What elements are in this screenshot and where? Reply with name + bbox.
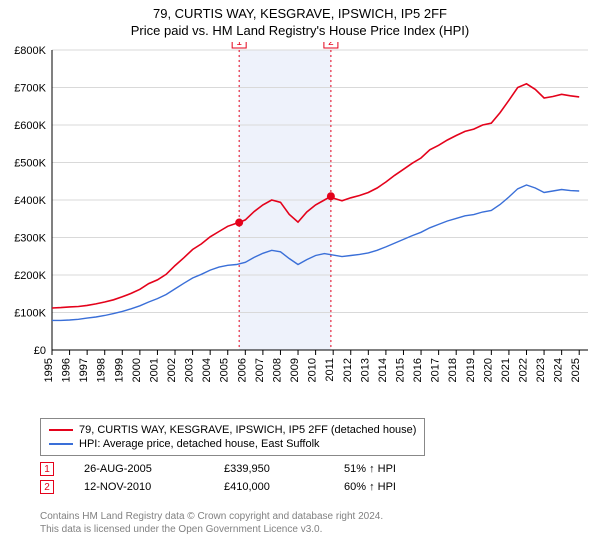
sales-table: 1 26-AUG-2005 £339,950 51% ↑ HPI 2 12-NO…: [40, 460, 434, 496]
svg-text:2005: 2005: [219, 358, 231, 382]
svg-text:2004: 2004: [201, 358, 213, 382]
legend-row-price: 79, CURTIS WAY, KESGRAVE, IPSWICH, IP5 2…: [49, 423, 416, 437]
legend-label-hpi: HPI: Average price, detached house, East…: [79, 438, 320, 450]
legend-swatch-hpi: [49, 443, 73, 445]
svg-text:2010: 2010: [307, 358, 319, 382]
svg-text:£600K: £600K: [14, 120, 46, 132]
svg-text:2018: 2018: [447, 358, 459, 382]
svg-text:£400K: £400K: [14, 195, 46, 207]
legend-label-price: 79, CURTIS WAY, KESGRAVE, IPSWICH, IP5 2…: [79, 424, 416, 436]
svg-text:2017: 2017: [430, 358, 442, 382]
svg-text:2011: 2011: [324, 358, 336, 382]
svg-text:£100K: £100K: [14, 308, 46, 320]
sale-marker-1: 1: [40, 462, 54, 476]
svg-text:2014: 2014: [377, 358, 389, 382]
svg-text:£0: £0: [34, 345, 46, 357]
svg-text:2013: 2013: [359, 358, 371, 382]
title-line1: 79, CURTIS WAY, KESGRAVE, IPSWICH, IP5 2…: [0, 6, 600, 21]
svg-text:£200K: £200K: [14, 270, 46, 282]
svg-text:1: 1: [236, 42, 242, 48]
svg-text:£300K: £300K: [14, 233, 46, 245]
sale-price-1: £339,950: [224, 463, 314, 475]
svg-text:£500K: £500K: [14, 158, 46, 170]
svg-text:1998: 1998: [96, 358, 108, 382]
sale-hpi-2: 60% ↑ HPI: [344, 481, 434, 493]
svg-text:2001: 2001: [148, 358, 160, 382]
svg-text:2022: 2022: [517, 358, 529, 382]
svg-text:2020: 2020: [482, 358, 494, 382]
footer-line2: This data is licensed under the Open Gov…: [40, 523, 383, 536]
footer: Contains HM Land Registry data © Crown c…: [40, 510, 383, 536]
svg-text:1995: 1995: [43, 358, 55, 382]
svg-text:2025: 2025: [570, 358, 582, 382]
svg-text:2002: 2002: [166, 358, 178, 382]
chart-svg: £0 £100K £200K £300K £400K £500K £600K £700K £80…: [6, 42, 594, 422]
svg-text:1999: 1999: [113, 358, 125, 382]
svg-text:£800K: £800K: [14, 45, 46, 57]
svg-text:2: 2: [328, 42, 334, 48]
svg-text:1996: 1996: [61, 358, 73, 382]
svg-text:1997: 1997: [78, 358, 90, 382]
sale-price-2: £410,000: [224, 481, 314, 493]
sale-marker-1-num: 1: [44, 464, 50, 475]
svg-text:2021: 2021: [500, 358, 512, 382]
svg-text:2015: 2015: [394, 358, 406, 382]
chart-area: £0 £100K £200K £300K £400K £500K £600K £700K £80…: [6, 42, 594, 422]
sale-date-2: 12-NOV-2010: [84, 481, 194, 493]
sale-row-2: 2 12-NOV-2010 £410,000 60% ↑ HPI: [40, 478, 434, 496]
svg-text:2000: 2000: [131, 358, 143, 382]
legend: 79, CURTIS WAY, KESGRAVE, IPSWICH, IP5 2…: [40, 418, 425, 456]
sale-marker-2: 2: [40, 480, 54, 494]
svg-text:2003: 2003: [184, 358, 196, 382]
sale-hpi-1: 51% ↑ HPI: [344, 463, 434, 475]
title-block: 79, CURTIS WAY, KESGRAVE, IPSWICH, IP5 2…: [0, 0, 600, 38]
legend-swatch-price: [49, 429, 73, 431]
svg-text:2006: 2006: [236, 358, 248, 382]
svg-text:2019: 2019: [465, 358, 477, 382]
svg-text:2016: 2016: [412, 358, 424, 382]
chart-container: 79, CURTIS WAY, KESGRAVE, IPSWICH, IP5 2…: [0, 0, 600, 560]
title-line2: Price paid vs. HM Land Registry's House …: [0, 23, 600, 38]
svg-text:2023: 2023: [535, 358, 547, 382]
legend-row-hpi: HPI: Average price, detached house, East…: [49, 437, 416, 451]
svg-text:2007: 2007: [254, 358, 266, 382]
footer-line1: Contains HM Land Registry data © Crown c…: [40, 510, 383, 523]
svg-text:2012: 2012: [342, 358, 354, 382]
svg-text:2008: 2008: [271, 358, 283, 382]
sale-marker-2-num: 2: [44, 482, 50, 493]
sale-row-1: 1 26-AUG-2005 £339,950 51% ↑ HPI: [40, 460, 434, 478]
sale-date-1: 26-AUG-2005: [84, 463, 194, 475]
svg-text:£700K: £700K: [14, 83, 46, 95]
svg-text:2009: 2009: [289, 358, 301, 382]
svg-text:2024: 2024: [553, 358, 565, 382]
